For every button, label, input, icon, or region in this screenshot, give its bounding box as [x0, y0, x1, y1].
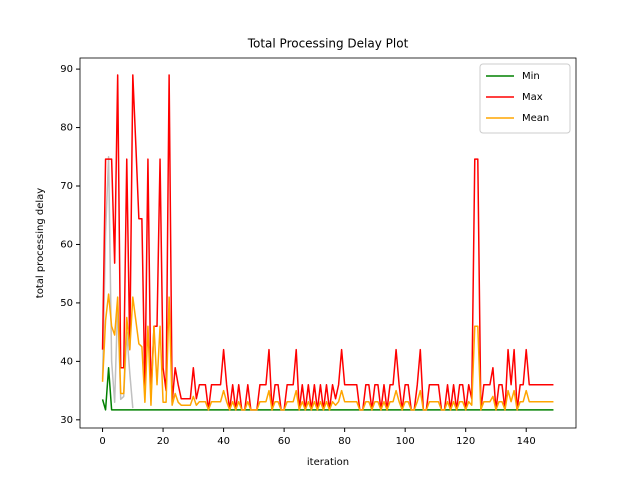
x-tick-label: 100 [396, 436, 415, 447]
y-tick-label: 80 [60, 123, 73, 134]
x-tick-label: 80 [338, 436, 351, 447]
legend-label: Mean [522, 113, 549, 124]
y-tick-label: 60 [60, 239, 73, 250]
legend-box [479, 63, 571, 134]
y-tick-label: 50 [60, 298, 73, 309]
x-tick-label: 40 [217, 436, 230, 447]
x-axis-label: iteration [307, 457, 349, 468]
y-tick-label: 30 [60, 415, 73, 426]
x-tick-label: 120 [456, 436, 475, 447]
y-tick-label: 40 [60, 356, 73, 367]
x-tick-label: 60 [278, 436, 291, 447]
x-tick-label: 0 [99, 436, 105, 447]
plot-frame [79, 57, 577, 429]
x-tick-label: 20 [157, 436, 170, 447]
series-line [101, 74, 554, 411]
series-line [101, 293, 554, 411]
chart-title: Total Processing Delay Plot [247, 37, 409, 51]
legend-label: Max [522, 92, 543, 103]
x-tick-label: 140 [517, 436, 536, 447]
y-axis-label: total processing delay [35, 188, 46, 299]
legend-label: Min [522, 71, 540, 82]
series-line [101, 367, 554, 411]
y-tick-label: 90 [60, 64, 73, 75]
y-tick-label: 70 [60, 181, 73, 192]
